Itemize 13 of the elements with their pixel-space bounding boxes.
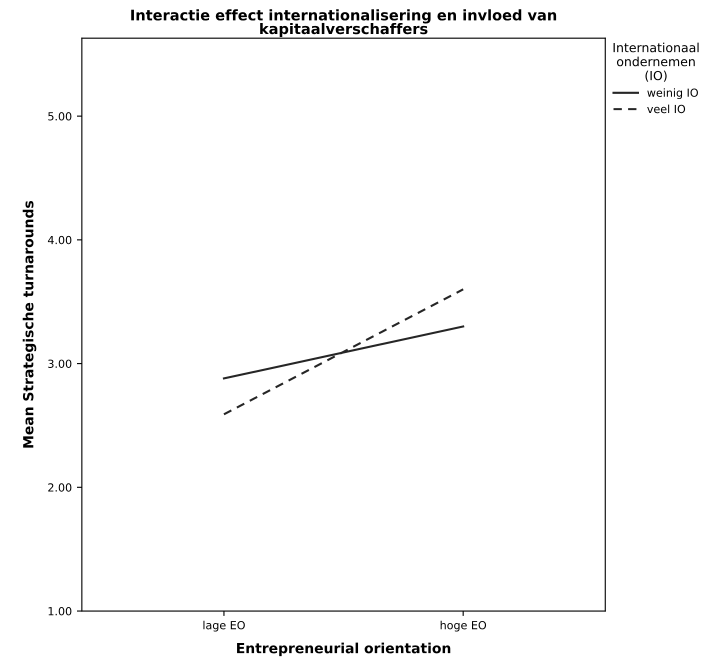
x-tick-label: lage EO	[203, 620, 245, 632]
y-tick-label: 2.00	[48, 483, 72, 492]
x-axis-title: Entrepreneurial orientation	[237, 642, 450, 656]
legend-label: veel IO	[647, 104, 686, 114]
y-tick-label: 3.00	[48, 360, 72, 368]
x-tick-label: hoge EO	[440, 620, 486, 632]
legend-label: weinig IO	[647, 88, 698, 100]
y-tick-label: 1.00	[48, 607, 72, 616]
y-tick-label: 4.00	[48, 236, 72, 244]
y-axis-title: Mean Strategische turnarounds	[22, 200, 36, 448]
chart-title: Interactie effect internationalisering en invloed van kapitaalverschaffers	[131, 9, 556, 38]
y-tick-label: 5.00	[48, 112, 72, 121]
legend-title: Internationaal ondernemen (IO)	[614, 42, 699, 82]
